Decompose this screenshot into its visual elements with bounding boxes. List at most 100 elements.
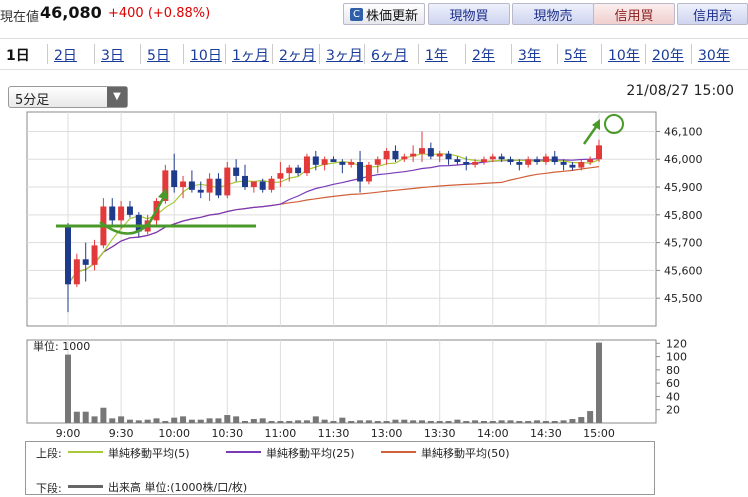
candle	[65, 225, 71, 285]
legend-ma50-line	[381, 451, 416, 453]
price-tick-label: 45,500	[664, 292, 703, 305]
volume-bar	[436, 421, 443, 423]
volume-bar	[569, 419, 576, 423]
period-tabs	[0, 38, 748, 70]
tab-2[interactable]: 2日	[54, 48, 77, 64]
tab-16[interactable]: 30年	[698, 48, 730, 64]
tab-separator	[140, 44, 141, 64]
price-tick-label: 45,800	[664, 209, 703, 222]
volume-bar	[259, 418, 266, 423]
tab-6[interactable]: 1ヶ月	[232, 48, 269, 64]
x-tick-label: 11:00	[265, 427, 297, 440]
tab-9[interactable]: 6ヶ月	[371, 48, 408, 64]
cash-sell-label: 現物売	[533, 8, 573, 24]
volume-bar	[118, 416, 125, 423]
candle	[330, 159, 337, 163]
x-tick-label: 10:30	[211, 427, 243, 440]
price-tick-label: 45,600	[664, 264, 703, 277]
volume-bar	[365, 420, 372, 423]
refresh-price-button[interactable]: C 株価更新	[343, 3, 425, 25]
tab-11[interactable]: 2年	[472, 48, 495, 64]
tab-separator	[319, 44, 320, 64]
volume-bar	[534, 420, 541, 423]
volume-bar	[489, 421, 496, 423]
volume-bar	[82, 411, 89, 423]
price-tick-label: 45,900	[664, 181, 703, 194]
price-tick-label: 45,700	[664, 237, 703, 250]
volume-bar	[357, 420, 364, 423]
candle	[162, 170, 169, 201]
candle	[118, 206, 125, 221]
volume-bar	[277, 421, 284, 423]
volume-bar	[109, 418, 116, 423]
candle	[463, 162, 470, 165]
tab-separator	[691, 44, 692, 64]
tab-4[interactable]: 5日	[147, 48, 170, 64]
candle	[516, 162, 523, 165]
x-tick-label: 13:00	[371, 427, 403, 440]
candle	[374, 159, 381, 165]
annotation-arrow	[148, 194, 167, 223]
candle	[542, 156, 549, 163]
tab-13[interactable]: 5年	[564, 48, 587, 64]
candle	[339, 162, 346, 165]
tab-1[interactable]: 1日	[6, 48, 30, 64]
x-tick-label: 11:30	[318, 427, 350, 440]
candle	[525, 159, 532, 165]
volume-bar	[312, 416, 319, 423]
volume-bar	[472, 420, 479, 423]
tab-10[interactable]: 1年	[425, 48, 448, 64]
volume-bar	[242, 421, 248, 423]
x-tick-label: 10:00	[158, 427, 190, 440]
candle	[312, 156, 319, 165]
volume-bar	[126, 419, 133, 423]
volume-bar	[410, 420, 417, 423]
volume-bar	[144, 419, 151, 423]
candle	[454, 159, 461, 163]
tab-separator	[465, 44, 466, 64]
cash-buy-label: 現物買	[449, 8, 489, 24]
volume-bar	[295, 420, 302, 423]
cash-buy-button[interactable]: 現物買	[428, 3, 510, 25]
candle	[596, 145, 602, 160]
tab-3[interactable]: 3日	[101, 48, 124, 64]
tab-separator	[94, 44, 95, 64]
tab-separator	[418, 44, 419, 64]
refresh-price-label: 株価更新	[365, 8, 418, 24]
volume-tick-label: 80	[666, 364, 680, 377]
annotation-arrow-2	[582, 123, 600, 145]
candle	[259, 181, 266, 190]
tab-5[interactable]: 10日	[190, 48, 222, 64]
volume-bar	[180, 416, 187, 423]
x-tick-label: 9:00	[56, 427, 81, 440]
candle	[250, 181, 257, 188]
x-tick-label: 9:30	[109, 427, 134, 440]
margin-buy-button[interactable]: 信用買	[593, 3, 675, 25]
volume-bar	[303, 420, 310, 423]
tab-15[interactable]: 20年	[652, 48, 684, 64]
candle	[303, 156, 310, 174]
volume-bar	[507, 420, 514, 423]
tab-14[interactable]: 10年	[608, 48, 640, 64]
price-chart: 46,100 46,000 45,900 45,800 45,700 45,600 45,5…	[26, 111, 703, 327]
tab-separator	[645, 44, 646, 64]
x-tick-label: 15:00	[583, 427, 615, 440]
interval-select[interactable]: 5分足 ▼	[8, 86, 128, 108]
volume-bar	[286, 421, 293, 423]
volume-bar	[525, 421, 532, 423]
candle	[401, 156, 408, 160]
tab-7[interactable]: 2ヶ月	[279, 48, 316, 64]
cash-sell-button[interactable]: 現物売	[512, 3, 594, 25]
candle	[82, 259, 89, 265]
margin-sell-button[interactable]: 信用売	[677, 3, 748, 25]
volume-bar	[401, 419, 408, 423]
tab-12[interactable]: 3年	[518, 48, 541, 64]
volume-bar	[206, 418, 213, 423]
volume-bar	[374, 421, 381, 423]
volume-bar	[197, 419, 204, 423]
legend-ma25-line	[226, 451, 261, 453]
candle	[480, 159, 487, 163]
tab-8[interactable]: 3ヶ月	[326, 48, 363, 64]
legend-lower-label: 下段:	[36, 482, 62, 495]
price-label: 現在値	[0, 10, 40, 25]
